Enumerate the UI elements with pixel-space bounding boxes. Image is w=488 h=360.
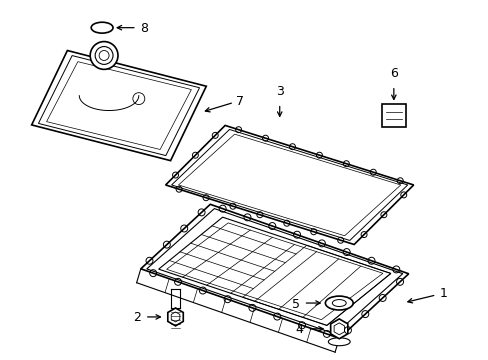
FancyBboxPatch shape	[381, 104, 405, 127]
Text: 1: 1	[439, 287, 447, 300]
Text: 8: 8	[140, 22, 147, 35]
Text: 5: 5	[291, 297, 299, 311]
Text: 3: 3	[275, 85, 283, 98]
Text: 2: 2	[133, 311, 141, 324]
Polygon shape	[32, 50, 206, 161]
Text: 4: 4	[295, 323, 303, 336]
Text: 6: 6	[389, 67, 397, 80]
Polygon shape	[167, 308, 183, 326]
Ellipse shape	[325, 296, 352, 310]
Text: 7: 7	[236, 95, 244, 108]
Circle shape	[90, 41, 118, 69]
Polygon shape	[330, 319, 347, 339]
Polygon shape	[141, 204, 408, 338]
Polygon shape	[165, 125, 413, 244]
Ellipse shape	[327, 338, 349, 346]
